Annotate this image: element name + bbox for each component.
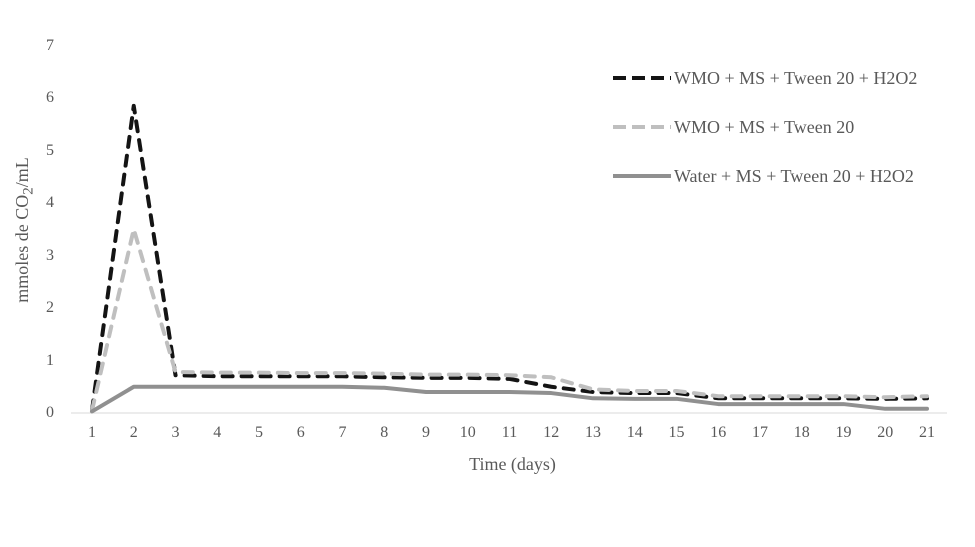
x-tick-label-16: 16	[710, 424, 727, 441]
x-tick-label-10: 10	[459, 424, 476, 441]
x-tick-label-6: 6	[296, 424, 305, 441]
y-tick-label-1: 1	[46, 351, 54, 369]
x-tick-label-13: 13	[585, 424, 601, 441]
x-tick-label-9: 9	[422, 424, 430, 441]
legend-item-water-ms-tween20-h2o2: Water + MS + Tween 20 + H2O2	[613, 165, 914, 187]
series-line-2	[90, 384, 929, 414]
x-axis-title: Time (days)	[469, 454, 556, 474]
x-tick-label-8: 8	[380, 424, 389, 441]
x-tick-label-11: 11	[501, 424, 518, 441]
y-tick-label-7: 7	[46, 36, 54, 54]
y-tick-label-0: 0	[46, 404, 54, 421]
x-tick-label-20: 20	[877, 424, 894, 441]
x-tick-label-12: 12	[543, 424, 560, 441]
series-line-0	[90, 103, 929, 413]
y-tick-label-5: 5	[46, 141, 54, 159]
legend-swatch-gray-solid	[613, 174, 671, 178]
legend-label: WMO + MS + Tween 20 + H2O2	[674, 68, 918, 88]
x-tick-label-18: 18	[793, 424, 810, 441]
y-tick-label-2: 2	[46, 299, 54, 316]
x-tick-label-14: 14	[626, 424, 643, 441]
y-tick-label-3: 3	[46, 246, 54, 264]
series-line-1	[90, 227, 929, 413]
y-tick-label-4: 4	[46, 194, 54, 211]
legend-item-wmo-ms-tween20-h2o2: WMO + MS + Tween 20 + H2O2	[613, 67, 917, 89]
x-tick-label-21: 21	[919, 424, 935, 441]
x-tick-label-2: 2	[129, 424, 138, 441]
x-tick-label-4: 4	[213, 424, 222, 441]
x-tick-label-5: 5	[255, 424, 263, 441]
legend-label: Water + MS + Tween 20 + H2O2	[674, 166, 914, 186]
x-tick-label-7: 7	[338, 424, 347, 441]
y-tick-label-6: 6	[46, 89, 54, 106]
x-tick-label-3: 3	[171, 424, 180, 441]
legend: WMO + MS + Tween 20 + H2O2 WMO + MS + Tw…	[0, 0, 975, 220]
legend-item-wmo-ms-tween20: WMO + MS + Tween 20	[613, 116, 854, 138]
x-tick-label-15: 15	[668, 424, 685, 441]
legend-swatch-black-dashed	[613, 76, 671, 80]
legend-swatch-gray-dashed	[613, 125, 671, 129]
legend-label: WMO + MS + Tween 20	[674, 117, 855, 137]
x-tick-label-17: 17	[752, 424, 768, 441]
x-tick-label-1: 1	[88, 424, 96, 441]
x-tick-label-19: 19	[835, 424, 852, 441]
